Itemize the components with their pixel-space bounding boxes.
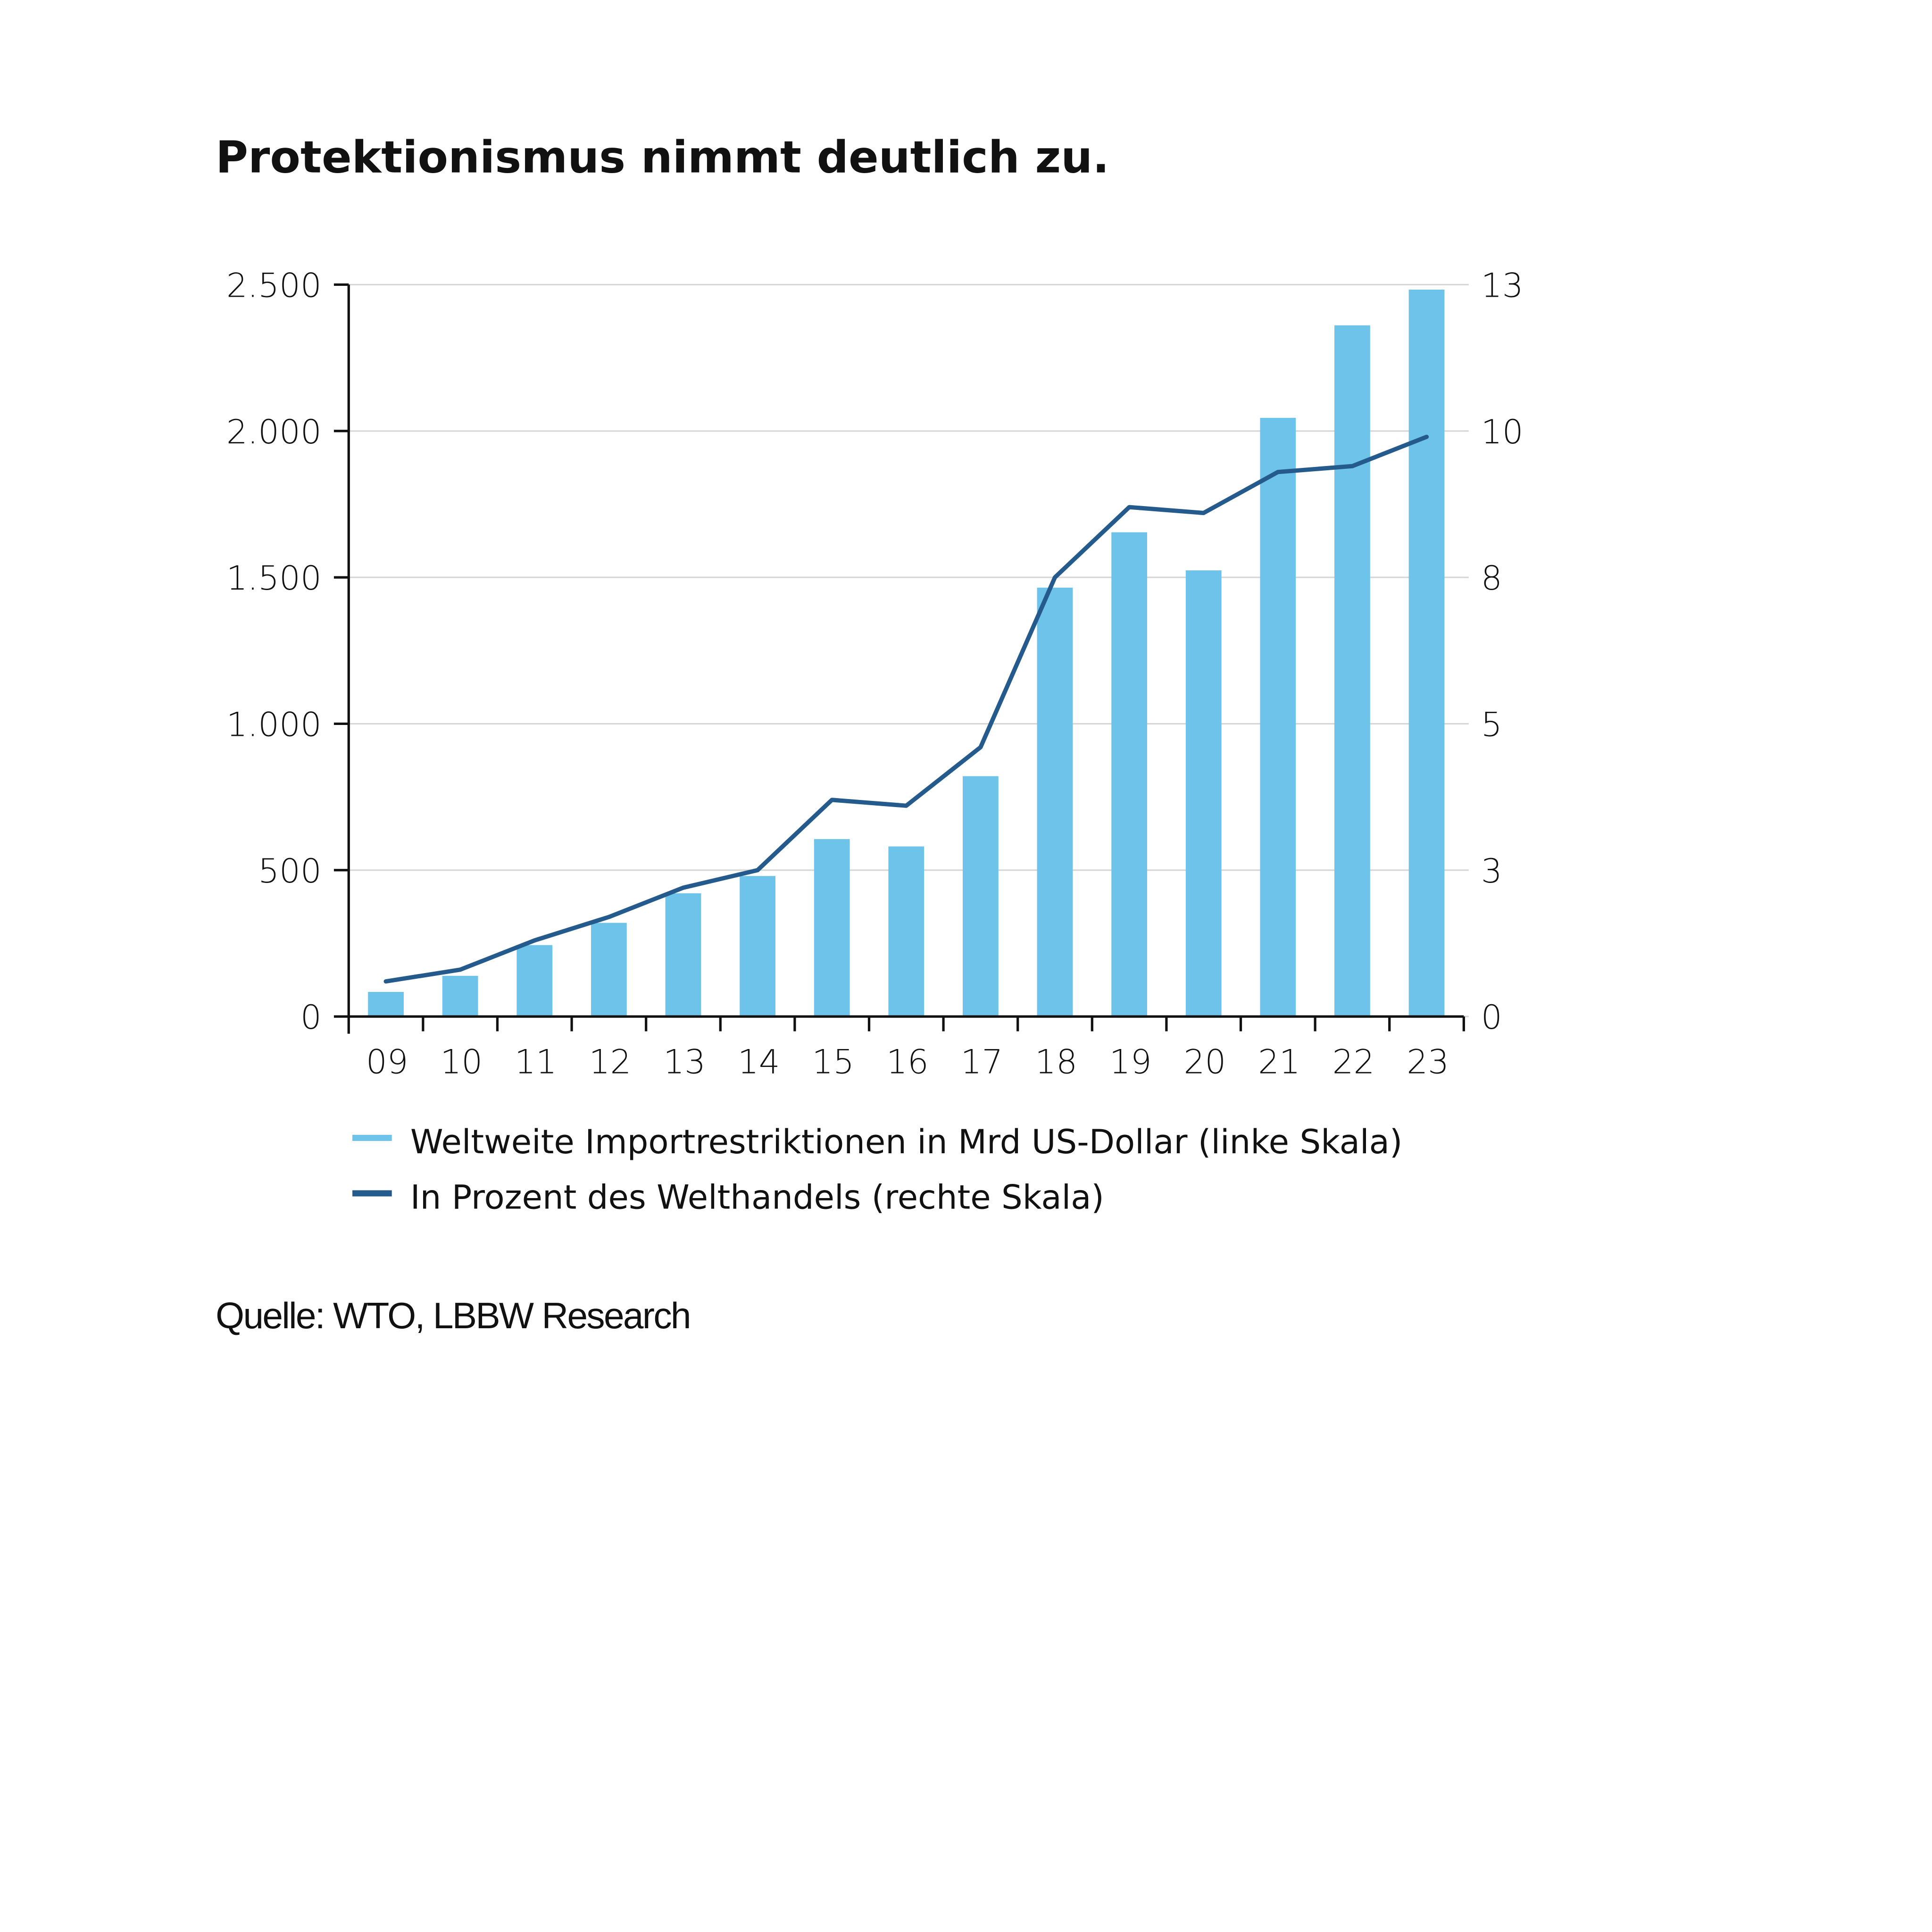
right-tick-label: 10	[1481, 413, 1524, 451]
left-tick-label: 2.500	[226, 266, 322, 305]
chart-title: Protektionismus nimmt deutlich zu.	[216, 132, 1109, 183]
left-tick-label: 1.500	[226, 559, 322, 598]
x-tick-label: 23	[1407, 1042, 1449, 1081]
bar-18	[1037, 587, 1073, 1017]
x-tick-label: 22	[1332, 1042, 1375, 1081]
source-note: Quelle: WTO, LBBW Research	[216, 1295, 691, 1336]
x-tick-label: 19	[1109, 1042, 1152, 1081]
bar-17	[963, 776, 999, 1017]
bar-12	[591, 923, 627, 1017]
x-tick-label: 18	[1035, 1042, 1077, 1081]
bar-11	[516, 945, 553, 1017]
bar-series	[368, 289, 1445, 1017]
x-tick-label: 11	[515, 1042, 557, 1081]
bar-13	[665, 893, 701, 1017]
right-tick-label: 8	[1481, 559, 1502, 598]
bar-16	[888, 846, 924, 1017]
line-point-11	[534, 940, 535, 941]
legend-swatch-bars	[352, 1134, 392, 1141]
bar-22	[1334, 325, 1370, 1017]
x-tick-label: 14	[738, 1042, 780, 1081]
bar-14	[740, 876, 775, 1017]
bar-23	[1408, 289, 1445, 1017]
tick-labels: 0 500 1.000 1.500 2.000 2.500 0 3 5 8 10 13 09 10 11 12…	[226, 266, 1524, 1082]
left-tick-label: 1.000	[226, 706, 322, 744]
bar-10	[442, 975, 478, 1017]
legend-label-line: In Prozent des Welthandels (rechte Skala…	[410, 1178, 1104, 1217]
right-tick-label: 3	[1481, 852, 1502, 891]
left-tick-label: 500	[258, 852, 322, 891]
x-tick-label: 12	[589, 1042, 632, 1081]
right-tick-label: 5	[1481, 706, 1502, 744]
left-tick-label: 2.000	[226, 413, 322, 451]
legend-swatch-line	[352, 1190, 392, 1197]
x-tick-label: 16	[886, 1042, 929, 1081]
legend-label-bars: Weltweite Importrestriktionen in Mrd US-…	[410, 1123, 1402, 1161]
bar-20	[1185, 570, 1222, 1017]
legend: Weltweite Importrestriktionen in Mrd US-…	[352, 1123, 1402, 1217]
x-tick-label: 17	[961, 1042, 1003, 1081]
x-tick-label: 15	[812, 1042, 854, 1081]
x-tick-label: 13	[663, 1042, 706, 1081]
bar-19	[1111, 532, 1147, 1017]
axes	[333, 283, 1469, 1034]
bar-09	[368, 991, 404, 1017]
line-point-19	[1129, 507, 1130, 508]
bar-21	[1260, 417, 1296, 1017]
x-tick-label: 10	[440, 1042, 483, 1081]
right-tick-label: 0	[1481, 998, 1502, 1037]
gridlines	[349, 283, 1464, 871]
bar-15	[814, 839, 850, 1017]
x-tick-label: 09	[366, 1042, 408, 1081]
left-tick-label: 0	[300, 998, 322, 1037]
x-tick-label: 21	[1258, 1042, 1300, 1081]
right-tick-label: 13	[1481, 266, 1524, 305]
x-tick-label: 20	[1183, 1042, 1226, 1081]
line-series	[383, 434, 1429, 984]
